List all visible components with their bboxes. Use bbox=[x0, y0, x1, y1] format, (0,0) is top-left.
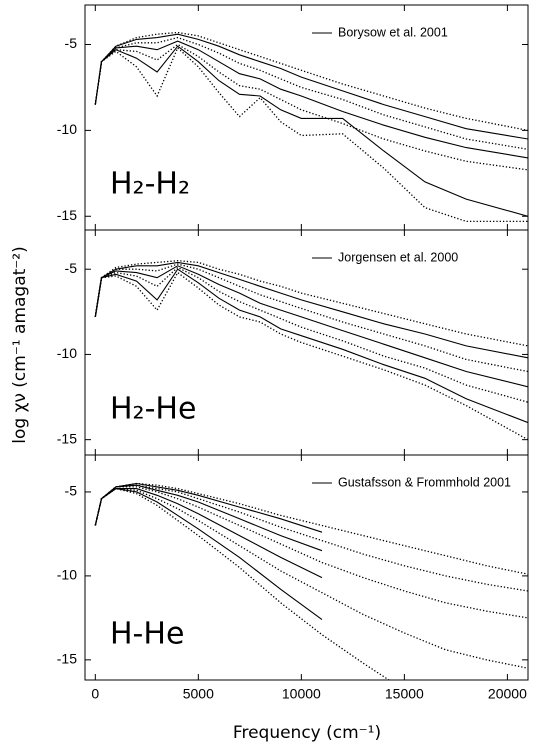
series-line bbox=[94, 487, 391, 680]
panel-label: H-He bbox=[110, 617, 184, 652]
series-line bbox=[94, 266, 528, 403]
series-line bbox=[94, 268, 528, 424]
panel-label: H₂-H₂ bbox=[110, 167, 190, 202]
panel-label: H₂-He bbox=[110, 392, 196, 427]
panel-frame bbox=[84, 454, 529, 681]
series-line bbox=[94, 261, 528, 359]
legend-label: Jorgensen et al. 2000 bbox=[338, 250, 458, 264]
x-tick-label: 10000 bbox=[282, 686, 321, 702]
series-line bbox=[94, 488, 323, 621]
y-axis-label: log χν (cm⁻¹ amagat⁻²) bbox=[10, 246, 30, 443]
series-line bbox=[94, 484, 323, 552]
y-tick-label: -10 bbox=[57, 345, 77, 361]
series-line bbox=[94, 271, 528, 441]
series-line bbox=[94, 31, 528, 132]
x-tick-label: 15000 bbox=[385, 686, 424, 702]
y-tick-label: -15 bbox=[57, 651, 77, 667]
y-tick-label: -10 bbox=[57, 121, 77, 137]
series-line bbox=[94, 43, 528, 171]
series-line bbox=[94, 487, 528, 669]
x-tick-label: 5000 bbox=[183, 686, 214, 702]
x-axis-label: Frequency (cm⁻¹) bbox=[233, 723, 381, 743]
y-tick-label: -10 bbox=[57, 567, 77, 583]
x-tick-label: 0 bbox=[91, 686, 99, 702]
legend-label: Gustafsson & Frommhold 2001 bbox=[338, 475, 511, 489]
y-tick-label: -5 bbox=[65, 260, 78, 276]
series-line bbox=[94, 45, 528, 217]
y-tick-label: -5 bbox=[65, 35, 78, 51]
y-tick-label: -5 bbox=[65, 483, 78, 499]
series-line bbox=[94, 486, 528, 619]
series-line bbox=[94, 488, 323, 579]
y-tick-label: -15 bbox=[57, 207, 77, 223]
series-line bbox=[94, 265, 528, 388]
series-line bbox=[94, 484, 528, 592]
series-line bbox=[94, 263, 528, 373]
series-line bbox=[94, 260, 528, 347]
legend-label: Borysow et al. 2001 bbox=[338, 25, 448, 39]
series-line bbox=[94, 40, 528, 159]
series-line bbox=[94, 36, 528, 150]
series-line bbox=[94, 46, 528, 223]
y-tick-label: -15 bbox=[57, 430, 77, 446]
series-line bbox=[94, 33, 528, 140]
x-tick-label: 20000 bbox=[488, 686, 527, 702]
